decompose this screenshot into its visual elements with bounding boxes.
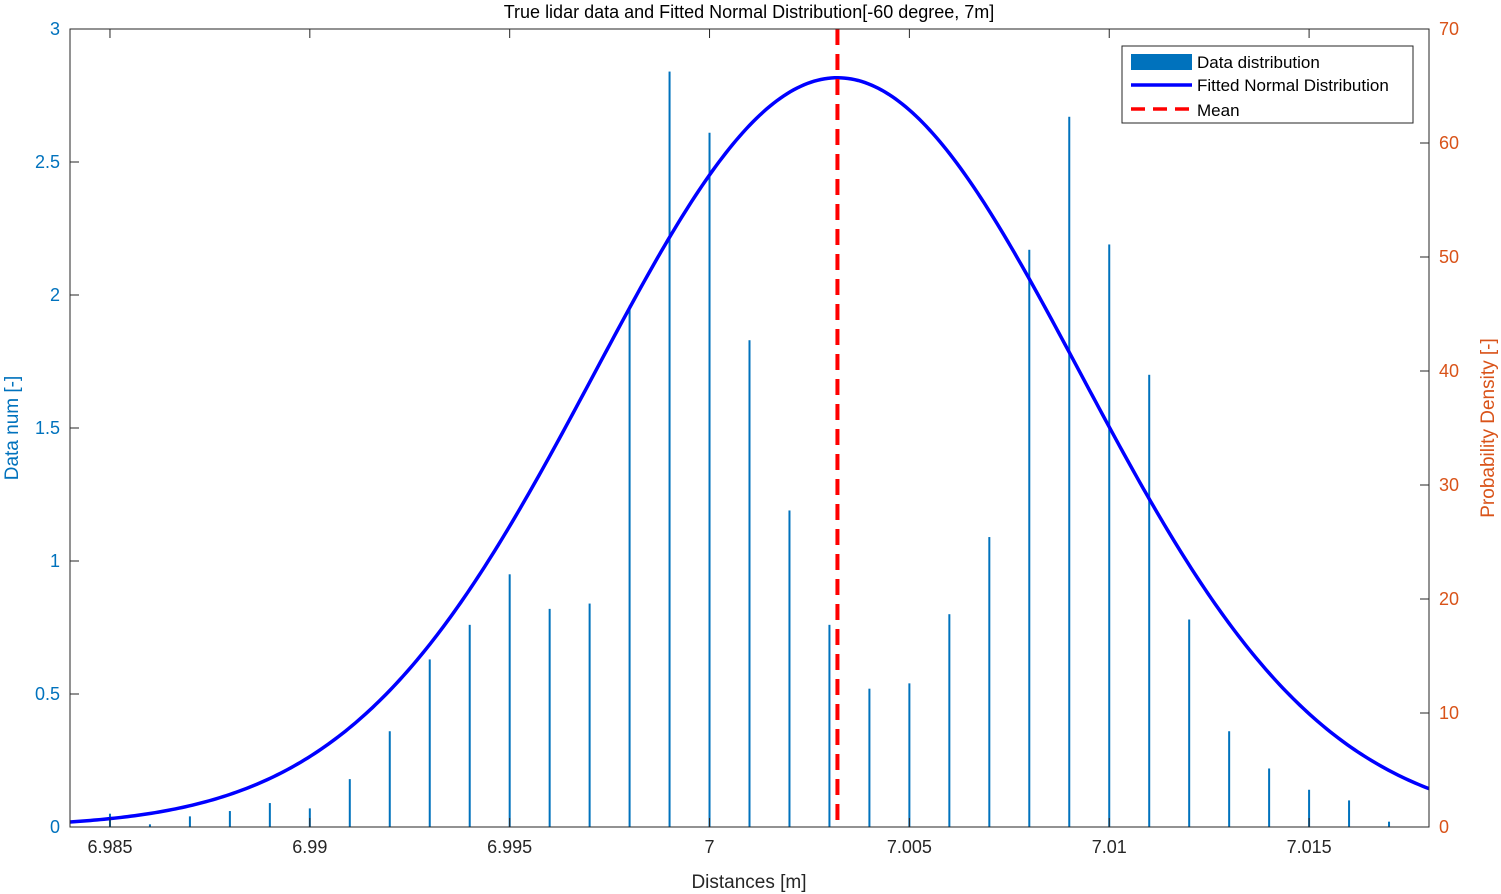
x-tick-label: 6.995 bbox=[487, 837, 532, 857]
x-tick-label: 6.985 bbox=[87, 837, 132, 857]
histogram-bar bbox=[1108, 244, 1111, 827]
legend-label-data-distribution: Data distribution bbox=[1197, 53, 1320, 72]
x-tick-label: 7.01 bbox=[1092, 837, 1127, 857]
histogram-bar bbox=[668, 71, 671, 827]
histogram-bar bbox=[708, 132, 711, 828]
y-right-tick-label: 20 bbox=[1439, 589, 1459, 609]
x-axis: 6.985 6.99 6.995 7 7.005 7.01 7.015 bbox=[87, 29, 1332, 857]
y-left-tick-label: 2 bbox=[50, 285, 60, 305]
histogram-bar bbox=[1308, 789, 1311, 827]
histogram-bar bbox=[828, 624, 831, 827]
histogram-bar bbox=[428, 659, 431, 827]
legend-label-fitted-normal: Fitted Normal Distribution bbox=[1197, 76, 1389, 95]
histogram-bar bbox=[908, 683, 911, 827]
histogram-bar bbox=[868, 688, 871, 827]
y-right-tick-label: 10 bbox=[1439, 703, 1459, 723]
histogram-bar bbox=[628, 305, 631, 827]
histogram-bar bbox=[148, 824, 151, 827]
histogram-bar bbox=[468, 624, 471, 827]
histogram-bar bbox=[1028, 249, 1031, 827]
y-right-tick-label: 30 bbox=[1439, 475, 1459, 495]
y-left-tick-label: 0 bbox=[50, 817, 60, 837]
legend-label-mean: Mean bbox=[1197, 101, 1240, 120]
histogram-bar bbox=[1268, 768, 1271, 827]
histogram-bar bbox=[1148, 374, 1151, 827]
y-axis-right-label: Probability Density [-] bbox=[1478, 338, 1499, 518]
histogram-bar bbox=[1348, 800, 1351, 827]
x-tick-label: 7.015 bbox=[1287, 837, 1332, 857]
histogram-bar bbox=[188, 816, 191, 827]
y-right-tick-label: 40 bbox=[1439, 361, 1459, 381]
y-left-tick-label: 3 bbox=[50, 19, 60, 39]
y-axis-left: 0 0.5 1 1.5 2 2.5 3 bbox=[35, 19, 79, 837]
y-right-tick-label: 0 bbox=[1439, 817, 1449, 837]
histogram-bar bbox=[988, 537, 991, 827]
histogram-bar bbox=[228, 811, 231, 827]
y-axis-right: 0 10 20 30 40 50 60 70 bbox=[1420, 19, 1459, 837]
fitted-normal-curve bbox=[69, 75, 1430, 824]
y-right-tick-label: 50 bbox=[1439, 247, 1459, 267]
histogram-bar bbox=[588, 603, 591, 827]
histogram-bar bbox=[308, 808, 311, 827]
x-tick-label: 6.99 bbox=[292, 837, 327, 857]
bars-layer bbox=[108, 71, 1391, 828]
legend-swatch-data-distribution bbox=[1131, 54, 1192, 70]
histogram-bar bbox=[1188, 619, 1191, 827]
y-left-tick-label: 1.5 bbox=[35, 418, 60, 438]
histogram-bar bbox=[948, 614, 951, 827]
y-left-tick-label: 0.5 bbox=[35, 684, 60, 704]
y-left-tick-label: 1 bbox=[50, 551, 60, 571]
histogram-bar bbox=[788, 510, 791, 827]
y-right-tick-label: 70 bbox=[1439, 19, 1459, 39]
histogram-bar bbox=[1388, 821, 1391, 827]
x-tick-label: 7.005 bbox=[887, 837, 932, 857]
histogram-bar bbox=[508, 574, 511, 827]
y-left-tick-label: 2.5 bbox=[35, 152, 60, 172]
histogram-bar bbox=[388, 731, 391, 827]
histogram-bar bbox=[348, 779, 351, 827]
legend: Data distribution Fitted Normal Distribu… bbox=[1121, 45, 1414, 124]
curve-layer bbox=[69, 75, 1430, 824]
histogram-bar bbox=[1228, 731, 1231, 827]
chart-title: True lidar data and Fitted Normal Distri… bbox=[504, 2, 995, 22]
histogram-bar bbox=[1068, 116, 1071, 827]
histogram-bar bbox=[748, 340, 751, 827]
histogram-bar bbox=[268, 803, 271, 827]
x-axis-label: Distances [m] bbox=[691, 872, 806, 893]
x-tick-label: 7 bbox=[705, 837, 715, 857]
histogram-bar bbox=[548, 608, 551, 827]
y-axis-left-label: Data num [-] bbox=[2, 376, 23, 481]
y-right-tick-label: 60 bbox=[1439, 133, 1459, 153]
